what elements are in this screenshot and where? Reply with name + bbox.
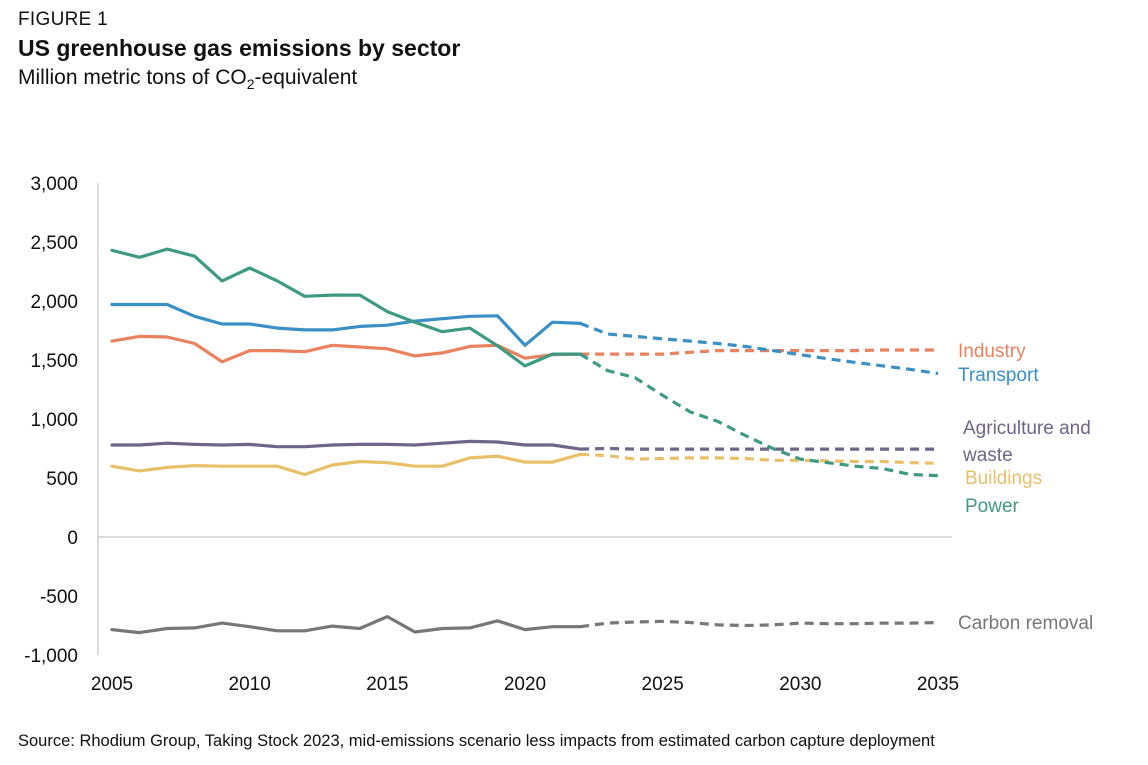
subtitle-subscript: 2: [246, 76, 255, 93]
y-tick-label: 1,500: [30, 351, 78, 372]
x-tick-label: 2035: [917, 674, 959, 695]
chart-subtitle: Million metric tons of CO2-equivalent: [18, 66, 357, 92]
buildings-label: Buildings: [965, 468, 1042, 489]
x-tick-label: 2010: [229, 674, 271, 695]
carbon-removal-historical-line: [110, 614, 582, 635]
x-tick-label: 2030: [779, 674, 821, 695]
subtitle-tail: -equivalent: [254, 66, 358, 89]
power-historical-line: [110, 247, 582, 368]
series-labels: Industry Transport Agriculture and wasteBui…: [958, 341, 1093, 634]
y-tick-label: 500: [46, 469, 78, 490]
transport-projection-line: [579, 321, 939, 376]
buildings-projection-line: [580, 452, 939, 465]
series-lines: [110, 247, 939, 635]
figure-kicker: FIGURE 1: [18, 9, 109, 30]
agriculture-and-waste-projection-line: [580, 446, 938, 451]
buildings-historical-line: [110, 452, 582, 477]
y-axis-ticks: 3,000 2,500 2,000 1,500 1,000 500 0 -500 -1,000: [24, 174, 78, 667]
x-tick-label: 2005: [91, 674, 133, 695]
subtitle-main: Million metric tons of CO: [18, 66, 247, 89]
x-axis-ticks: 2005 2010 2015 2020 2025 2030 2035: [91, 674, 959, 695]
power-projection-line: [579, 352, 939, 478]
power-label: Power: [965, 496, 1020, 517]
x-tick-label: 2020: [504, 674, 546, 695]
y-tick-label: 0: [67, 528, 78, 549]
y-tick-label: -500: [40, 587, 78, 608]
industry-label: Industry: [958, 341, 1026, 362]
industry-projection-line: [580, 348, 938, 356]
source-note: Source: Rhodium Group, Taking Stock 2023…: [18, 732, 935, 750]
carbon-removal-label: Carbon removal: [958, 613, 1093, 634]
y-tick-label: 2,500: [30, 233, 78, 254]
y-tick-label: -1,000: [24, 646, 78, 667]
x-tick-label: 2025: [642, 674, 684, 695]
y-tick-label: 3,000: [30, 174, 78, 195]
transport-label: Transport: [958, 365, 1039, 386]
transport-historical-line: [110, 302, 582, 347]
agriculture-and-waste-label: Agriculture and waste: [962, 418, 1091, 466]
y-tick-label: 1,000: [30, 410, 78, 431]
x-tick-label: 2015: [366, 674, 408, 695]
agriculture-and-waste-historical-line: [110, 439, 582, 451]
chart-title: US greenhouse gas emissions by sector: [18, 35, 461, 61]
y-tick-label: 2,000: [30, 292, 78, 313]
carbon-removal-projection-line: [579, 619, 939, 629]
industry-historical-line: [110, 334, 582, 364]
